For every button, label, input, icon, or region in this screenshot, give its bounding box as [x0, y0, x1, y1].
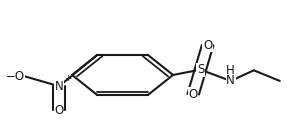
Text: H: H	[226, 64, 235, 77]
Text: O: O	[203, 39, 212, 52]
Text: O: O	[189, 88, 198, 101]
Text: O: O	[55, 104, 64, 117]
Text: −O: −O	[5, 70, 25, 83]
Text: N: N	[55, 80, 63, 93]
Text: +: +	[65, 74, 72, 83]
Text: N: N	[226, 74, 235, 87]
Text: S: S	[197, 63, 204, 76]
